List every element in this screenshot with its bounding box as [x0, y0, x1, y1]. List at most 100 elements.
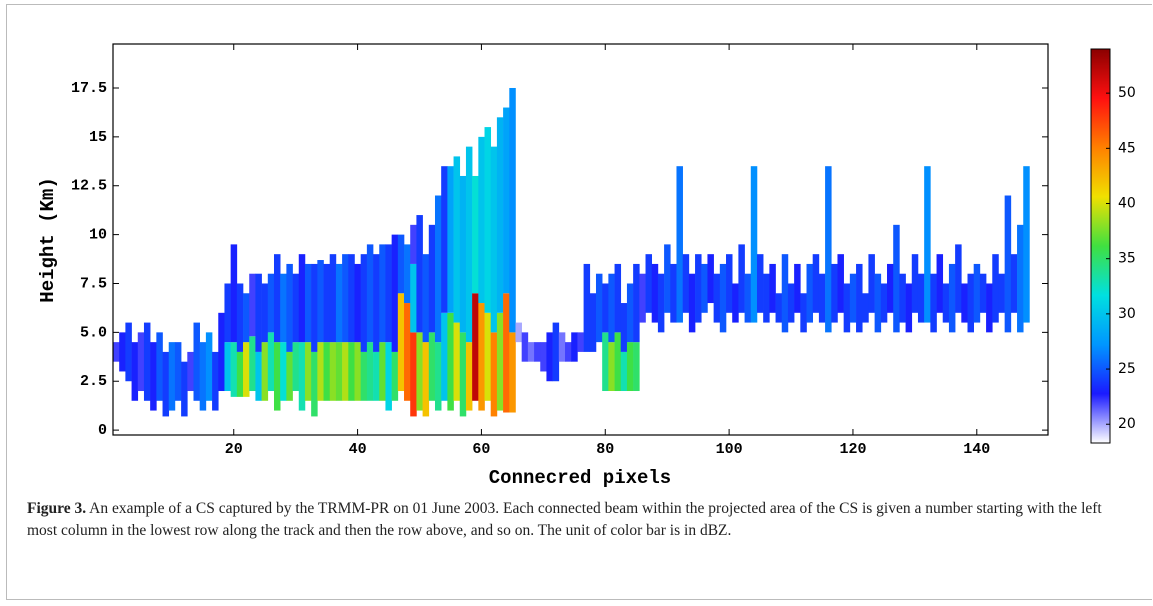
heatmap-cell: [230, 342, 238, 397]
heatmap-cell: [156, 332, 163, 401]
heatmap-cell: [936, 254, 944, 313]
heatmap-cell: [608, 273, 615, 343]
heatmap-cell: [905, 283, 913, 333]
heatmap-cell: [292, 342, 300, 392]
heatmap-cell: [955, 244, 962, 313]
colorbar-tick-label: 40: [1118, 196, 1136, 212]
heatmap-cell: [979, 273, 987, 313]
heatmap-cell: [329, 254, 337, 343]
heatmap-cell: [428, 224, 436, 333]
heatmap-cell: [911, 254, 919, 313]
heatmap-cell: [162, 351, 170, 417]
heatmap-cell: [602, 283, 609, 333]
heatmap-cell: [540, 342, 547, 372]
heatmap-cell: [404, 244, 411, 304]
heatmap-cell: [490, 146, 498, 333]
heatmap-cell: [967, 273, 974, 333]
heatmap-cell: [657, 273, 665, 333]
heatmap-cell: [286, 351, 293, 401]
heatmap-cell: [707, 254, 714, 304]
heatmap-cell: [800, 293, 807, 333]
heatmap-cell: [441, 166, 448, 313]
heatmap-cell: [973, 263, 981, 323]
heatmap-cell: [515, 322, 522, 343]
heatmap-cell: [410, 224, 417, 264]
heatmap-cell: [373, 254, 380, 352]
heatmap-cell: [366, 342, 374, 401]
heatmap-cell: [267, 273, 275, 333]
y-tick-label: 7.5: [80, 275, 107, 292]
heatmap-cell: [465, 342, 473, 411]
heatmap-cell: [422, 254, 430, 343]
heatmap-cell: [490, 332, 498, 417]
x-axis-label: Connecred pixels: [489, 467, 671, 489]
heatmap-cell: [441, 312, 448, 401]
colorbar-tick-label: 50: [1118, 85, 1136, 101]
heatmap-cell: [187, 351, 194, 392]
heatmap-cell: [719, 263, 727, 333]
heatmap-cell: [626, 342, 634, 392]
heatmap-cell: [255, 351, 262, 401]
heatmap-cell: [360, 254, 368, 352]
heatmap-cell: [546, 332, 553, 382]
heatmap-cell: [125, 322, 132, 382]
heatmap-cell: [713, 273, 721, 323]
heatmap-cell: [342, 342, 349, 401]
heatmap-cell: [249, 273, 256, 337]
colorbar-tick-label: 25: [1118, 361, 1136, 377]
heatmap-cell: [181, 361, 188, 417]
heatmap-cell: [261, 283, 269, 343]
heatmap-cell: [143, 322, 151, 401]
heatmap-cell: [459, 175, 467, 333]
caption-text: An example of a CS captured by the TRMM-…: [27, 500, 1102, 539]
y-tick-label: 5.0: [80, 324, 107, 341]
heatmap-cell: [249, 336, 256, 392]
heatmap-cell: [342, 254, 349, 343]
heatmap-cell: [843, 283, 851, 333]
heatmap-cell: [620, 303, 628, 352]
heatmap-cell: [230, 244, 238, 343]
heatmap-cell: [503, 107, 510, 294]
heatmap-cell: [422, 342, 430, 417]
heatmap-cell: [948, 263, 956, 333]
heatmap-cell: [614, 263, 622, 333]
heatmap-cell: [917, 273, 925, 323]
heatmap-cell: [688, 273, 696, 333]
heatmap-cell: [193, 322, 200, 401]
heatmap-cell: [899, 273, 906, 323]
heatmap-cell: [335, 342, 343, 401]
heatmap-cell: [484, 127, 492, 313]
heatmap-cell: [243, 293, 250, 343]
heatmap-cell: [410, 332, 417, 417]
heatmap-cell: [868, 254, 875, 313]
heatmap-cell: [781, 254, 789, 333]
heatmap-cell: [856, 263, 863, 333]
colorbar-tick-label: 45: [1118, 140, 1136, 156]
heatmap-cell: [465, 146, 473, 343]
heatmap-cell: [131, 342, 139, 401]
heatmap-cell: [986, 283, 993, 333]
heatmap-cell: [459, 332, 467, 417]
y-tick-label: 0: [98, 422, 107, 439]
caption: Figure 3. An example of a CS captured by…: [27, 498, 1127, 541]
heatmap-cell: [379, 244, 386, 343]
heatmap-cell: [595, 273, 603, 343]
heatmap-cell: [224, 283, 231, 343]
heatmap-cell: [472, 175, 479, 294]
x-tick-label: 20: [225, 441, 243, 458]
heatmap-cell: [1010, 254, 1018, 313]
heatmap-cell: [360, 351, 368, 401]
heatmap-cell: [478, 136, 485, 304]
heatmap-cell: [317, 260, 324, 343]
heatmap-cell: [565, 342, 572, 362]
heatmap-cell: [348, 254, 355, 343]
heatmap-cell: [434, 342, 442, 411]
heatmap-cell: [335, 263, 343, 343]
heatmap-cell: [608, 342, 615, 392]
heatmap-cell: [236, 283, 244, 352]
heatmap-cell: [670, 263, 677, 323]
heatmap-cell: [273, 342, 281, 411]
heatmap-cell: [434, 195, 442, 343]
heatmap-cell: [812, 254, 820, 313]
heatmap-cell: [552, 322, 560, 382]
